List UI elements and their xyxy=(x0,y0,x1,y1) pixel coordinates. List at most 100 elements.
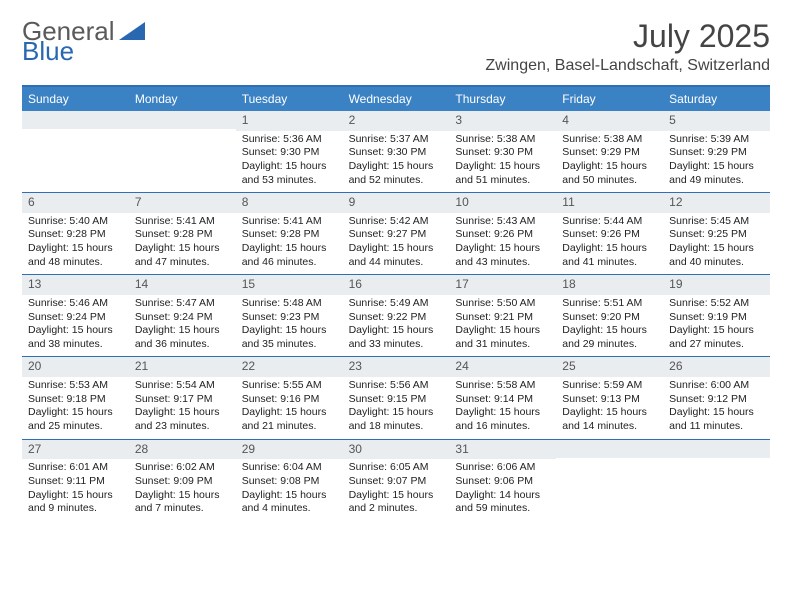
day-number: 3 xyxy=(449,111,556,131)
day-info: Sunrise: 5:38 AMSunset: 9:29 PMDaylight:… xyxy=(556,131,663,193)
sunset-line: Sunset: 9:19 PM xyxy=(669,311,764,325)
daylight-line: Daylight: 15 hours and 48 minutes. xyxy=(28,242,123,269)
day-info: Sunrise: 6:04 AMSunset: 9:08 PMDaylight:… xyxy=(236,459,343,521)
sunrise-line: Sunrise: 5:36 AM xyxy=(242,133,337,147)
day-info: Sunrise: 6:06 AMSunset: 9:06 PMDaylight:… xyxy=(449,459,556,521)
sunrise-line: Sunrise: 6:00 AM xyxy=(669,379,764,393)
day-header-saturday: Saturday xyxy=(663,87,770,111)
week-row: 1 Sunrise: 5:36 AM Sunset: 9:30 PM Daylight… xyxy=(22,111,770,192)
day-number: 12 xyxy=(663,193,770,213)
day-info: Sunrise: 5:54 AMSunset: 9:17 PMDaylight:… xyxy=(129,377,236,439)
day-number: 17 xyxy=(449,275,556,295)
sunset-line: Sunset: 9:14 PM xyxy=(455,393,550,407)
day-number xyxy=(22,111,129,129)
sunset-line: Sunset: 9:30 PM xyxy=(349,146,444,160)
day-cell: 4Sunrise: 5:38 AMSunset: 9:29 PMDaylight… xyxy=(556,111,663,192)
day-cell: 23Sunrise: 5:56 AMSunset: 9:15 PMDayligh… xyxy=(343,357,450,438)
week-row: 27Sunrise: 6:01 AMSunset: 9:11 PMDayligh… xyxy=(22,439,770,521)
sunset-line: Sunset: 9:21 PM xyxy=(455,311,550,325)
day-number: 26 xyxy=(663,357,770,377)
location: Zwingen, Basel-Landschaft, Switzerland xyxy=(485,57,770,75)
sunrise-line: Sunrise: 5:56 AM xyxy=(349,379,444,393)
day-info: Sunrise: 5:50 AMSunset: 9:21 PMDaylight:… xyxy=(449,295,556,357)
day-info: Sunrise: 5:41 AMSunset: 9:28 PMDaylight:… xyxy=(129,213,236,275)
day-info: Sunrise: 6:05 AMSunset: 9:07 PMDaylight:… xyxy=(343,459,450,521)
day-cell: 9Sunrise: 5:42 AMSunset: 9:27 PMDaylight… xyxy=(343,193,450,274)
week-row: 13Sunrise: 5:46 AMSunset: 9:24 PMDayligh… xyxy=(22,274,770,356)
day-info: Sunrise: 6:01 AMSunset: 9:11 PMDaylight:… xyxy=(22,459,129,521)
day-number: 11 xyxy=(556,193,663,213)
day-info: Sunrise: 5:39 AMSunset: 9:29 PMDaylight:… xyxy=(663,131,770,193)
sunset-line: Sunset: 9:08 PM xyxy=(242,475,337,489)
sunset-line: Sunset: 9:23 PM xyxy=(242,311,337,325)
sunset-line: Sunset: 9:29 PM xyxy=(669,146,764,160)
day-info: Sunrise: 5:43 AMSunset: 9:26 PMDaylight:… xyxy=(449,213,556,275)
day-cell: 14Sunrise: 5:47 AMSunset: 9:24 PMDayligh… xyxy=(129,275,236,356)
day-info: Sunrise: 5:52 AMSunset: 9:19 PMDaylight:… xyxy=(663,295,770,357)
sunrise-line: Sunrise: 5:46 AM xyxy=(28,297,123,311)
day-cell: 7Sunrise: 5:41 AMSunset: 9:28 PMDaylight… xyxy=(129,193,236,274)
sunrise-line: Sunrise: 5:38 AM xyxy=(562,133,657,147)
day-cell: 29Sunrise: 6:04 AMSunset: 9:08 PMDayligh… xyxy=(236,440,343,521)
daylight-line: Daylight: 15 hours and 41 minutes. xyxy=(562,242,657,269)
sunrise-line: Sunrise: 5:43 AM xyxy=(455,215,550,229)
day-info: Sunrise: 5:42 AMSunset: 9:27 PMDaylight:… xyxy=(343,213,450,275)
sunrise-line: Sunrise: 5:41 AM xyxy=(135,215,230,229)
daylight-line: Daylight: 15 hours and 40 minutes. xyxy=(669,242,764,269)
day-number: 15 xyxy=(236,275,343,295)
day-cell: 1Sunrise: 5:36 AMSunset: 9:30 PMDaylight… xyxy=(236,111,343,192)
day-number: 21 xyxy=(129,357,236,377)
logo-text-blue: Blue xyxy=(22,38,145,64)
day-number xyxy=(663,440,770,458)
sunset-line: Sunset: 9:26 PM xyxy=(455,228,550,242)
day-info: Sunrise: 5:41 AMSunset: 9:28 PMDaylight:… xyxy=(236,213,343,275)
daylight-line: Daylight: 15 hours and 25 minutes. xyxy=(28,406,123,433)
day-cell: 19Sunrise: 5:52 AMSunset: 9:19 PMDayligh… xyxy=(663,275,770,356)
calendar-body: 1 Sunrise: 5:36 AM Sunset: 9:30 PM Daylight… xyxy=(22,111,770,521)
empty-cell xyxy=(556,440,663,521)
day-info: Sunrise: 5:48 AMSunset: 9:23 PMDaylight:… xyxy=(236,295,343,357)
day-info: Sunrise: 5:38 AMSunset: 9:30 PMDaylight:… xyxy=(449,131,556,193)
day-number: 14 xyxy=(129,275,236,295)
day-header-thursday: Thursday xyxy=(449,87,556,111)
sunrise-line: Sunrise: 5:51 AM xyxy=(562,297,657,311)
sunset-line: Sunset: 9:12 PM xyxy=(669,393,764,407)
day-cell: 2Sunrise: 5:37 AMSunset: 9:30 PMDaylight… xyxy=(343,111,450,192)
day-cell: 25Sunrise: 5:59 AMSunset: 9:13 PMDayligh… xyxy=(556,357,663,438)
sunrise-line: Sunrise: 5:37 AM xyxy=(349,133,444,147)
daylight-line: Daylight: 15 hours and 23 minutes. xyxy=(135,406,230,433)
day-info: Sunrise: 5:40 AMSunset: 9:28 PMDaylight:… xyxy=(22,213,129,275)
header: General Blue July 2025 Zwingen, Basel-La… xyxy=(22,18,770,75)
daylight-line: Daylight: 15 hours and 38 minutes. xyxy=(28,324,123,351)
daylight-line: Daylight: 15 hours and 18 minutes. xyxy=(349,406,444,433)
day-header-wednesday: Wednesday xyxy=(343,87,450,111)
day-cell: 15Sunrise: 5:48 AMSunset: 9:23 PMDayligh… xyxy=(236,275,343,356)
day-info: Sunrise: 5:47 AMSunset: 9:24 PMDaylight:… xyxy=(129,295,236,357)
day-number: 1 xyxy=(236,111,343,131)
day-number: 16 xyxy=(343,275,450,295)
sunrise-line: Sunrise: 5:42 AM xyxy=(349,215,444,229)
day-cell: 30Sunrise: 6:05 AMSunset: 9:07 PMDayligh… xyxy=(343,440,450,521)
day-cell: 24Sunrise: 5:58 AMSunset: 9:14 PMDayligh… xyxy=(449,357,556,438)
sunrise-line: Sunrise: 5:40 AM xyxy=(28,215,123,229)
sunrise-line: Sunrise: 6:05 AM xyxy=(349,461,444,475)
day-number: 10 xyxy=(449,193,556,213)
sunset-line: Sunset: 9:20 PM xyxy=(562,311,657,325)
day-cell: 13Sunrise: 5:46 AMSunset: 9:24 PMDayligh… xyxy=(22,275,129,356)
sunrise-line: Sunrise: 5:55 AM xyxy=(242,379,337,393)
sunset-line: Sunset: 9:17 PM xyxy=(135,393,230,407)
sunrise-line: Sunrise: 5:39 AM xyxy=(669,133,764,147)
day-cell: 16Sunrise: 5:49 AMSunset: 9:22 PMDayligh… xyxy=(343,275,450,356)
day-cell: 5Sunrise: 5:39 AMSunset: 9:29 PMDaylight… xyxy=(663,111,770,192)
sunset-line: Sunset: 9:09 PM xyxy=(135,475,230,489)
daylight-line: Daylight: 15 hours and 49 minutes. xyxy=(669,160,764,187)
day-cell: 11Sunrise: 5:44 AMSunset: 9:26 PMDayligh… xyxy=(556,193,663,274)
day-cell: 6Sunrise: 5:40 AMSunset: 9:28 PMDaylight… xyxy=(22,193,129,274)
day-cell: 22Sunrise: 5:55 AMSunset: 9:16 PMDayligh… xyxy=(236,357,343,438)
day-number xyxy=(129,111,236,129)
daylight-line: Daylight: 15 hours and 21 minutes. xyxy=(242,406,337,433)
sunset-line: Sunset: 9:28 PM xyxy=(135,228,230,242)
day-number: 24 xyxy=(449,357,556,377)
day-info: Sunrise: 5:46 AMSunset: 9:24 PMDaylight:… xyxy=(22,295,129,357)
day-number: 20 xyxy=(22,357,129,377)
